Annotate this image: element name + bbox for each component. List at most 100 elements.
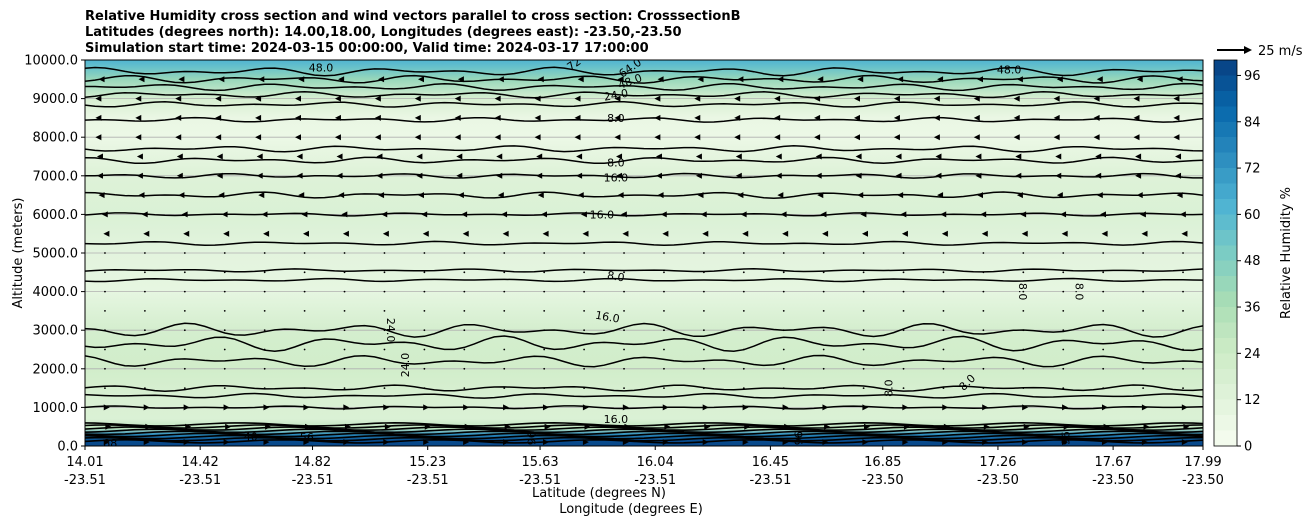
wind-vector xyxy=(103,404,110,411)
y-tick-label: 8000.0 xyxy=(33,131,79,146)
wind-vector xyxy=(1062,387,1065,389)
colorbar-tick-label: 96 xyxy=(1244,69,1261,84)
contour-line xyxy=(85,191,1203,199)
wind-vector xyxy=(975,153,982,160)
wind-vector xyxy=(614,134,621,141)
wind-vector xyxy=(815,172,822,179)
y-tick-label: 0.0 xyxy=(57,440,78,455)
y-tick-label: 10000.0 xyxy=(24,54,78,69)
wind-vector xyxy=(494,134,501,141)
wind-vector xyxy=(933,114,940,121)
wind-vector xyxy=(654,134,661,141)
wind-vector xyxy=(504,423,511,430)
wind-vector xyxy=(295,114,302,121)
wind-vector xyxy=(895,153,902,160)
y-axis: 0.0 1000.0 2000.0 3000.0 4000.0 5000.0 6000.0 7… xyxy=(24,54,85,455)
wind-vector xyxy=(104,310,106,312)
colorbar-tick-label: 48 xyxy=(1244,254,1261,269)
wind-vector xyxy=(104,252,106,254)
wind-vector xyxy=(942,310,945,312)
wind-vector xyxy=(1139,211,1146,218)
wind-vector xyxy=(423,252,426,254)
wind-vector xyxy=(1133,134,1140,141)
wind-vector xyxy=(1176,192,1183,199)
wind-vector xyxy=(223,271,226,274)
wind-vector xyxy=(183,329,186,332)
wind-vector xyxy=(463,271,466,274)
contour-line xyxy=(85,277,1203,283)
wind-vector xyxy=(742,230,749,237)
wind-vector xyxy=(1020,211,1027,218)
wind-vector xyxy=(942,252,945,254)
wind-vector xyxy=(463,439,470,446)
wind-vector xyxy=(616,153,623,160)
wind-vector xyxy=(1016,76,1023,83)
wind-vector xyxy=(414,95,421,102)
wind-vector xyxy=(334,95,341,102)
wind-vector xyxy=(343,271,346,274)
wind-vector xyxy=(454,95,461,102)
wind-vector xyxy=(814,95,821,102)
wind-vector xyxy=(942,439,949,446)
wind-vector xyxy=(1136,76,1143,83)
wind-vector xyxy=(303,252,306,254)
wind-vector xyxy=(1022,310,1025,312)
wind-vector xyxy=(1173,134,1180,141)
wind-vector xyxy=(702,310,705,312)
contour-label: 16.0 xyxy=(604,172,629,185)
wind-vector xyxy=(864,423,871,430)
wind-vector xyxy=(305,423,312,430)
wind-vector xyxy=(862,271,865,274)
wind-vector xyxy=(577,76,584,83)
x-tick-label-lat: 17.67 xyxy=(1095,455,1132,470)
wind-vector xyxy=(423,387,426,389)
contour-lines xyxy=(85,66,1203,444)
wind-vector xyxy=(143,439,150,446)
wind-vector xyxy=(742,348,745,351)
wind-vector xyxy=(135,95,142,102)
wind-vector xyxy=(141,211,148,218)
wind-vector xyxy=(855,172,862,179)
wind-vector xyxy=(104,348,106,351)
wind-vector xyxy=(822,329,825,332)
wind-vector xyxy=(374,95,381,102)
wind-vector xyxy=(702,271,705,274)
wind-vector xyxy=(104,387,106,389)
wind-vector xyxy=(457,192,464,199)
wind-vector xyxy=(374,134,381,141)
wind-vector xyxy=(456,172,463,179)
wind-vector xyxy=(256,172,263,179)
wind-vector xyxy=(1062,367,1065,370)
title-line-3: Simulation start time: 2024-03-15 00:00:… xyxy=(85,41,649,56)
wind-vector xyxy=(814,134,821,141)
wind-vector xyxy=(902,252,905,254)
contour-line xyxy=(85,90,1203,99)
wind-vector xyxy=(933,134,940,141)
wind-vector xyxy=(1022,252,1025,254)
wind-vector xyxy=(1179,211,1186,218)
wind-vector xyxy=(582,439,589,446)
wind-vector xyxy=(1143,423,1150,430)
wind-vector xyxy=(855,153,862,160)
wind-vector xyxy=(623,348,625,351)
wind-vector xyxy=(343,329,346,332)
wind-vector xyxy=(96,153,103,160)
x-tick-label-lat: 16.85 xyxy=(864,455,901,470)
wind-vector xyxy=(343,290,346,293)
wind-vector xyxy=(1095,172,1102,179)
wind-vector xyxy=(376,153,383,160)
wind-vector xyxy=(1175,153,1182,160)
contour-label: 8.0 xyxy=(882,379,895,397)
surface-contour-line xyxy=(85,438,1203,444)
wind-vector xyxy=(1141,439,1148,446)
contour-label: 8.0 xyxy=(1072,283,1085,301)
wind-vector xyxy=(1096,76,1103,83)
wind-vector xyxy=(414,114,421,121)
wind-vector xyxy=(1181,404,1188,411)
wind-vector xyxy=(1013,95,1020,102)
wind-vector xyxy=(782,439,789,446)
wind-vector xyxy=(1182,290,1184,293)
wind-vector xyxy=(742,290,745,293)
wind-vector xyxy=(982,348,985,351)
wind-vector xyxy=(937,76,944,83)
